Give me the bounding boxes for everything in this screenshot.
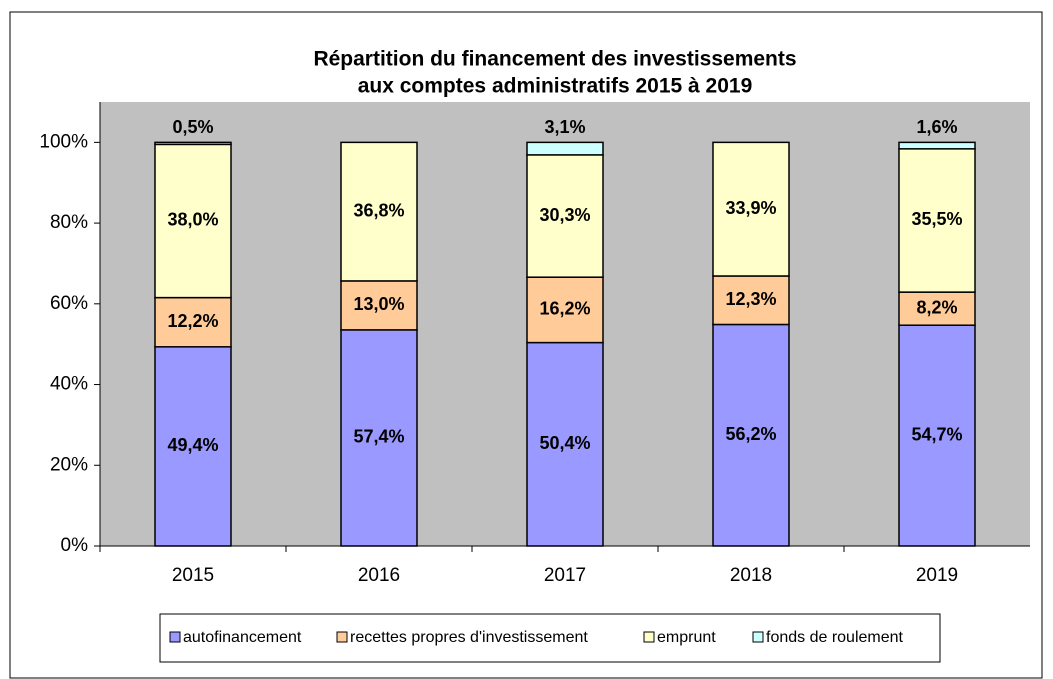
data-label: 30,3%: [539, 205, 590, 225]
bar-segment: [154, 143, 232, 299]
legend-label: fonds de roulement: [766, 629, 904, 646]
bar-segment: [154, 141, 232, 146]
legend-label: recettes propres d'investissement: [350, 629, 588, 646]
data-label: 33,9%: [725, 198, 776, 218]
bar-segment: [340, 141, 418, 282]
data-label: 54,7%: [911, 424, 962, 444]
data-label: 56,2%: [725, 424, 776, 444]
x-tick-label: 2015: [172, 565, 214, 586]
data-label: 49,4%: [167, 435, 218, 455]
bar-segment: [526, 276, 604, 344]
bar-segment: [898, 291, 976, 326]
data-label: 0,5%: [172, 117, 213, 137]
legend-swatch: [336, 631, 348, 643]
legend-label: autofinancement: [183, 629, 302, 646]
data-label: 57,4%: [353, 427, 404, 447]
x-tick-label: 2017: [544, 565, 586, 586]
data-label: 35,5%: [911, 209, 962, 229]
bar-segment: [898, 324, 976, 547]
legend-swatch: [169, 631, 181, 643]
bar-segment: [526, 154, 604, 278]
bar-segment: [898, 141, 976, 150]
data-label: 16,2%: [539, 299, 590, 319]
bar-segment: [712, 141, 790, 277]
bar-segment: [526, 341, 604, 547]
data-label: 1,6%: [916, 117, 957, 137]
data-label: 12,3%: [725, 289, 776, 309]
x-tick-label: 2016: [358, 565, 400, 586]
data-label: 36,8%: [353, 200, 404, 220]
legend-swatch: [752, 631, 764, 643]
x-tick-label: 2018: [730, 565, 772, 586]
bar-segment: [712, 323, 790, 547]
legend-label: emprunt: [657, 629, 716, 646]
y-tick-label: 0%: [61, 535, 89, 556]
y-tick-label: 80%: [50, 212, 88, 233]
y-tick-label: 20%: [50, 454, 88, 475]
y-tick-label: 100%: [39, 131, 88, 152]
legend-box: [159, 613, 941, 663]
bar-segment: [898, 148, 976, 293]
bar-segment: [340, 329, 418, 547]
bar-segment: [712, 275, 790, 326]
data-label: 50,4%: [539, 433, 590, 453]
chart-title: Répartition du financement des investiss…: [313, 48, 796, 71]
x-tick-label: 2019: [916, 565, 958, 586]
data-label: 3,1%: [544, 117, 585, 137]
data-label: 38,0%: [167, 210, 218, 230]
y-tick-label: 60%: [50, 293, 88, 314]
data-label: 8,2%: [916, 297, 957, 317]
chart-subtitle: aux comptes administratifs 2015 à 2019: [358, 75, 753, 98]
bar-segment: [526, 141, 604, 156]
bar-segment: [340, 280, 418, 331]
data-label: 13,0%: [353, 294, 404, 314]
legend-swatch: [643, 631, 655, 643]
y-tick-label: 40%: [50, 374, 88, 395]
data-label: 12,2%: [167, 311, 218, 331]
